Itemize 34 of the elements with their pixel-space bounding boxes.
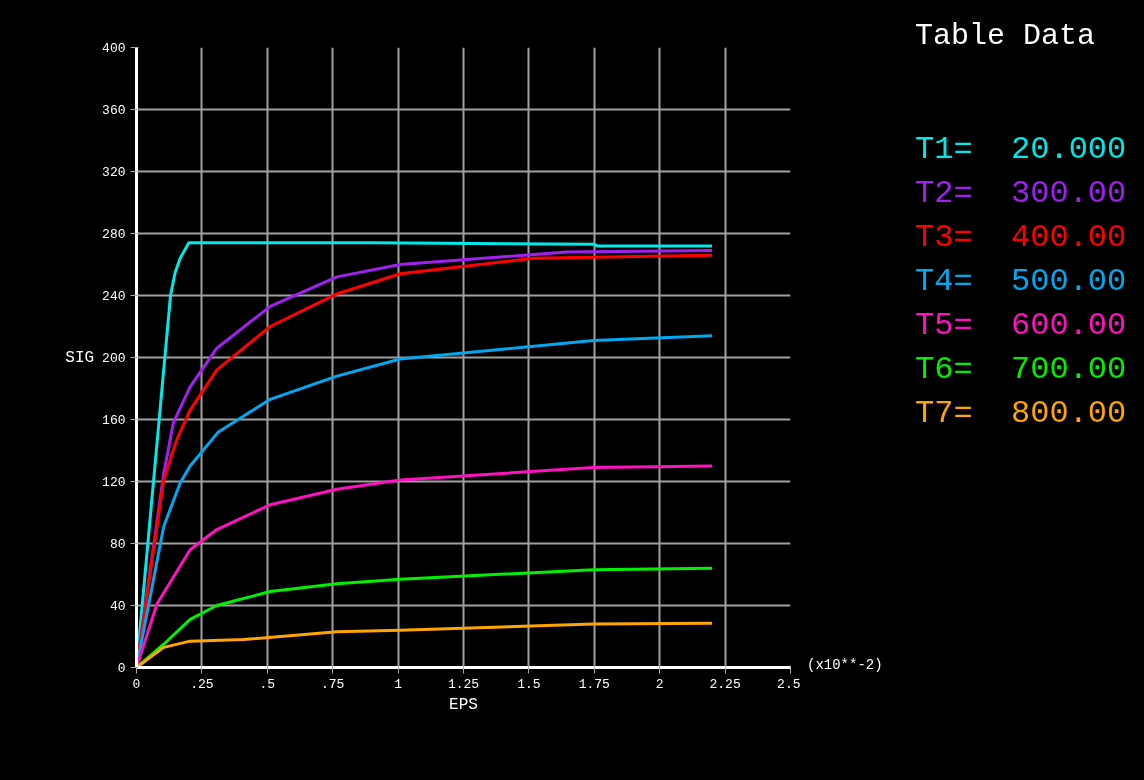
x-tick-label: 0 — [132, 676, 141, 692]
x-tick-label: 1 — [394, 676, 403, 692]
x-tick-label: .5 — [259, 676, 276, 692]
text: T3= 400.00 — [915, 217, 1127, 258]
y-tick-label: 40 — [109, 599, 126, 614]
x-tick-label: 2.25 — [709, 676, 741, 692]
x-axis-title: EPS — [449, 695, 478, 714]
text: (x10**-2) — [807, 656, 883, 675]
text: T5= 600.00 — [915, 305, 1127, 346]
text: T6= 700.00 — [915, 349, 1127, 390]
y-tick-label: 200 — [102, 351, 126, 366]
x-tick-label: 2 — [655, 676, 664, 692]
y-tick-label: 80 — [109, 537, 126, 552]
y-tick-label: 160 — [102, 413, 126, 428]
y-tick-label: 360 — [102, 103, 126, 118]
y-tick-label: 320 — [102, 165, 126, 180]
legend-title: Table Data — [915, 18, 1097, 55]
x-tick-label: 1.5 — [517, 676, 541, 692]
text: T7= 800.00 — [915, 393, 1127, 434]
x-tick-label: .25 — [190, 676, 214, 692]
x-tick-label: 1.25 — [447, 676, 480, 692]
line-series — [136, 621, 714, 668]
y-tick-label: 400 — [102, 41, 126, 56]
y-tick-label: 0 — [117, 661, 126, 676]
x-tick-label: 1.75 — [578, 676, 610, 692]
y-tick-label: 280 — [102, 227, 126, 242]
x-tick-label: .75 — [321, 676, 345, 692]
x-tick-label: 2.5 — [777, 676, 801, 692]
text: T1= 20.000 — [915, 129, 1127, 170]
text: T2= 300.00 — [915, 173, 1127, 214]
y-tick-label: 240 — [102, 289, 126, 304]
y-axis-title: SIG — [65, 348, 95, 367]
text: T4= 500.00 — [915, 261, 1127, 302]
y-tick-label: 120 — [102, 475, 126, 490]
